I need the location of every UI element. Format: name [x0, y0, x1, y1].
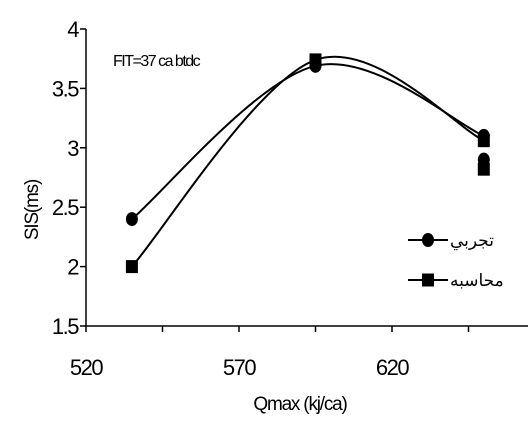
axes: 1.5 2 2.5 3 3.5 4 520 570 620	[52, 17, 528, 380]
series-calculated	[125, 53, 490, 274]
legend: تجربي محاسبه	[408, 231, 504, 291]
legend-label: محاسبه	[450, 271, 504, 291]
y-tick-label: 2	[67, 255, 79, 280]
x-tick-label: 520	[70, 355, 103, 380]
chart-annotation: FIT=37 ca btdc	[113, 53, 201, 70]
series-layer	[125, 53, 490, 274]
y-tick-label: 1.5	[52, 314, 79, 339]
y-axis-title: SIS(ms)	[22, 179, 43, 240]
legend-marker-square	[422, 273, 434, 287]
legend-marker-circle	[422, 233, 434, 247]
data-point-square	[477, 162, 490, 176]
y-tick-label: 4	[67, 17, 79, 42]
data-point-square	[477, 134, 490, 148]
x-tick-label: 570	[223, 355, 256, 380]
y-tick-label: 3.5	[52, 76, 79, 101]
y-tick-label: 3	[67, 136, 79, 161]
y-tick-label: 2.5	[52, 195, 79, 220]
data-point-square	[125, 260, 138, 274]
data-point-square	[309, 53, 322, 67]
x-tick-label: 620	[376, 355, 409, 380]
legend-label: تجربي	[450, 231, 494, 251]
data-point-circle	[125, 212, 138, 227]
x-axis-title: Qmax (kj/ca)	[253, 394, 347, 415]
